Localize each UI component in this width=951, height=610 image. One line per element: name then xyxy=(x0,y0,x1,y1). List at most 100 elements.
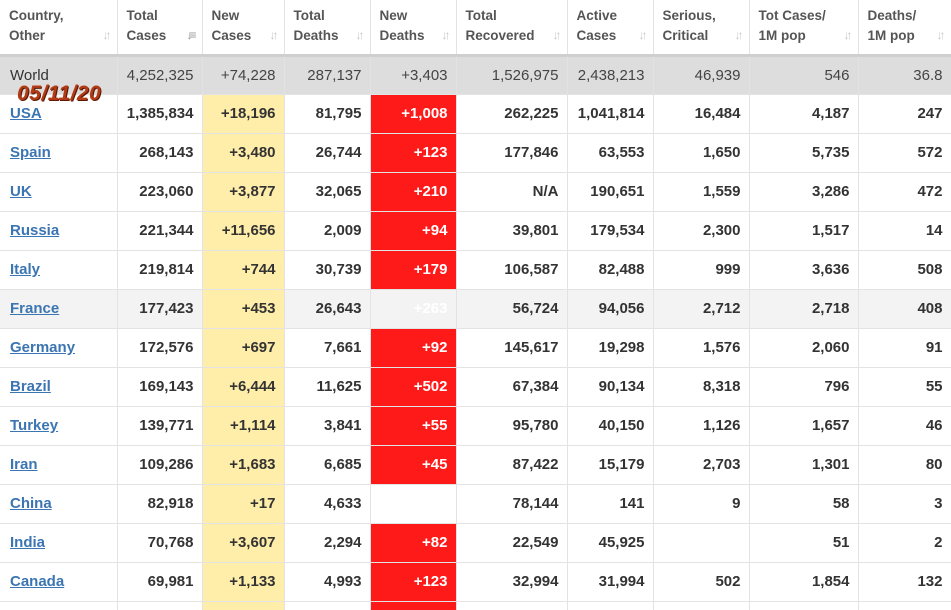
world-new-cases-cell: +74,228 xyxy=(202,55,285,95)
active-cases-cell: 31,994 xyxy=(567,562,654,602)
new-cases-cell: +17 xyxy=(202,484,285,524)
column-header-label: Serious, Critical xyxy=(662,8,716,43)
new-cases-cell: +697 xyxy=(202,328,285,368)
column-header-country[interactable]: Country, Other ↓↑ xyxy=(0,0,118,57)
sort-desc-icon[interactable]: ↓≡ xyxy=(186,27,196,42)
empty-cell xyxy=(653,601,750,610)
column-header-label: Deaths/ 1M pop xyxy=(867,8,917,43)
sort-icon[interactable]: ↓↑ xyxy=(638,27,648,42)
column-header-serious-critical[interactable]: Serious, Critical ↓↑ xyxy=(653,0,750,57)
new-deaths-cell: +92 xyxy=(370,328,457,368)
country-cell: UK xyxy=(0,172,118,212)
column-header-total-recovered[interactable]: Total Recovered ↓↑ xyxy=(456,0,568,57)
country-link[interactable]: Russia xyxy=(10,222,60,239)
empty-cell xyxy=(117,601,203,610)
column-header-label: Tot Cases/ 1M pop xyxy=(758,8,826,43)
serious-critical-cell: 2,300 xyxy=(653,211,750,251)
sort-icon[interactable]: ↓↑ xyxy=(269,27,279,42)
column-header-label: Total Cases xyxy=(126,8,167,43)
country-cell: Spain xyxy=(0,133,118,173)
country-cell: USA xyxy=(0,94,118,134)
tot-cases-per-1m-cell: 1,854 xyxy=(749,562,859,602)
new-deaths-cell: +94 xyxy=(370,211,457,251)
new-cases-cell: +18,196 xyxy=(202,94,285,134)
table-row: Italy 219,814 +744 30,739 +179 106,587 82,488 9… xyxy=(0,250,951,290)
deaths-per-1m-cell: 2 xyxy=(858,523,951,563)
column-header-deaths-per-1m[interactable]: Deaths/ 1M pop ↓↑ xyxy=(858,0,951,57)
country-cell: Italy xyxy=(0,250,118,290)
country-link[interactable]: Brazil xyxy=(10,378,51,395)
table-row: France 177,423 +453 26,643 +263 56,724 94,056 2… xyxy=(0,289,951,329)
column-header-new-cases[interactable]: New Cases ↓↑ xyxy=(202,0,285,57)
serious-critical-cell: 502 xyxy=(653,562,750,602)
total-cases-cell: 139,771 xyxy=(117,406,203,446)
active-cases-cell: 45,925 xyxy=(567,523,654,563)
total-recovered-cell: 145,617 xyxy=(456,328,568,368)
deaths-per-1m-cell: 3 xyxy=(858,484,951,524)
serious-critical-cell xyxy=(653,523,750,563)
sort-icon[interactable]: ↓↑ xyxy=(843,27,853,42)
active-cases-cell: 63,553 xyxy=(567,133,654,173)
tot-cases-per-1m-cell: 58 xyxy=(749,484,859,524)
total-recovered-cell: 106,587 xyxy=(456,250,568,290)
table-row: USA 1,385,834 +18,196 81,795 +1,008 262,225 1,… xyxy=(0,94,951,134)
world-total-cases-cell: 4,252,325 xyxy=(117,55,203,95)
country-cell: France xyxy=(0,289,118,329)
sort-icon[interactable]: ↓↑ xyxy=(355,27,365,42)
country-link[interactable]: USA xyxy=(10,105,42,122)
new-deaths-cell: +263 xyxy=(370,289,457,329)
column-header-active-cases[interactable]: Active Cases ↓↑ xyxy=(567,0,654,57)
country-cell: China xyxy=(0,484,118,524)
total-deaths-cell: 81,795 xyxy=(284,94,371,134)
sort-icon[interactable]: ↓↑ xyxy=(936,27,946,42)
table-row: China 82,918 +17 4,633 78,144 141 9 58 3 xyxy=(0,484,951,524)
new-deaths-cell: +55 xyxy=(370,406,457,446)
new-cases-cell: +744 xyxy=(202,250,285,290)
active-cases-cell: 1,041,814 xyxy=(567,94,654,134)
sort-icon[interactable]: ↓↑ xyxy=(102,27,112,42)
total-deaths-cell: 30,739 xyxy=(284,250,371,290)
serious-critical-cell: 2,712 xyxy=(653,289,750,329)
country-link[interactable]: India xyxy=(10,534,46,551)
world-active-cases-cell: 2,438,213 xyxy=(567,55,654,95)
total-deaths-cell: 26,643 xyxy=(284,289,371,329)
deaths-per-1m-cell: 55 xyxy=(858,367,951,407)
country-cell: Turkey xyxy=(0,406,118,446)
table-row: UK 223,060 +3,877 32,065 +210 N/A 190,651 1,559… xyxy=(0,172,951,212)
table-row: India 70,768 +3,607 2,294 +82 22,549 45,925 51 2 xyxy=(0,523,951,563)
total-recovered-cell: 262,225 xyxy=(456,94,568,134)
column-header-total-deaths[interactable]: Total Deaths ↓↑ xyxy=(284,0,371,57)
sort-icon[interactable]: ↓↑ xyxy=(552,27,562,42)
deaths-per-1m-cell: 132 xyxy=(858,562,951,602)
new-deaths-cell: +123 xyxy=(370,562,457,602)
country-link[interactable]: France xyxy=(10,300,60,317)
total-deaths-cell: 26,744 xyxy=(284,133,371,173)
country-link[interactable]: Italy xyxy=(10,261,41,278)
total-cases-cell: 69,981 xyxy=(117,562,203,602)
total-cases-cell: 219,814 xyxy=(117,250,203,290)
column-header-total-cases[interactable]: Total Cases ↓≡ xyxy=(117,0,203,57)
country-link[interactable]: Turkey xyxy=(10,417,59,434)
column-header-label: New Cases xyxy=(211,8,252,43)
deaths-per-1m-cell: 46 xyxy=(858,406,951,446)
country-link[interactable]: UK xyxy=(10,183,32,200)
table-row: Iran 109,286 +1,683 6,685 +45 87,422 15,179 2,7… xyxy=(0,445,951,485)
country-cell: Canada xyxy=(0,562,118,602)
country-link[interactable]: China xyxy=(10,495,52,512)
sort-icon[interactable]: ↓↑ xyxy=(734,27,744,42)
column-header-new-deaths[interactable]: New Deaths ↓↑ xyxy=(370,0,457,57)
total-recovered-cell: 78,144 xyxy=(456,484,568,524)
new-deaths-cell: +45 xyxy=(370,445,457,485)
sort-icon[interactable]: ↓↑ xyxy=(441,27,451,42)
country-link[interactable]: Canada xyxy=(10,573,65,590)
serious-critical-cell: 2,703 xyxy=(653,445,750,485)
new-cases-cell: +6,444 xyxy=(202,367,285,407)
serious-critical-cell: 1,650 xyxy=(653,133,750,173)
column-header-tot-cases-per-1m[interactable]: Tot Cases/ 1M pop ↓↑ xyxy=(749,0,859,57)
country-link[interactable]: Germany xyxy=(10,339,76,356)
country-link[interactable]: Iran xyxy=(10,456,38,473)
country-link[interactable]: Spain xyxy=(10,144,51,161)
deaths-per-1m-cell: 14 xyxy=(858,211,951,251)
empty-cell xyxy=(567,601,654,610)
